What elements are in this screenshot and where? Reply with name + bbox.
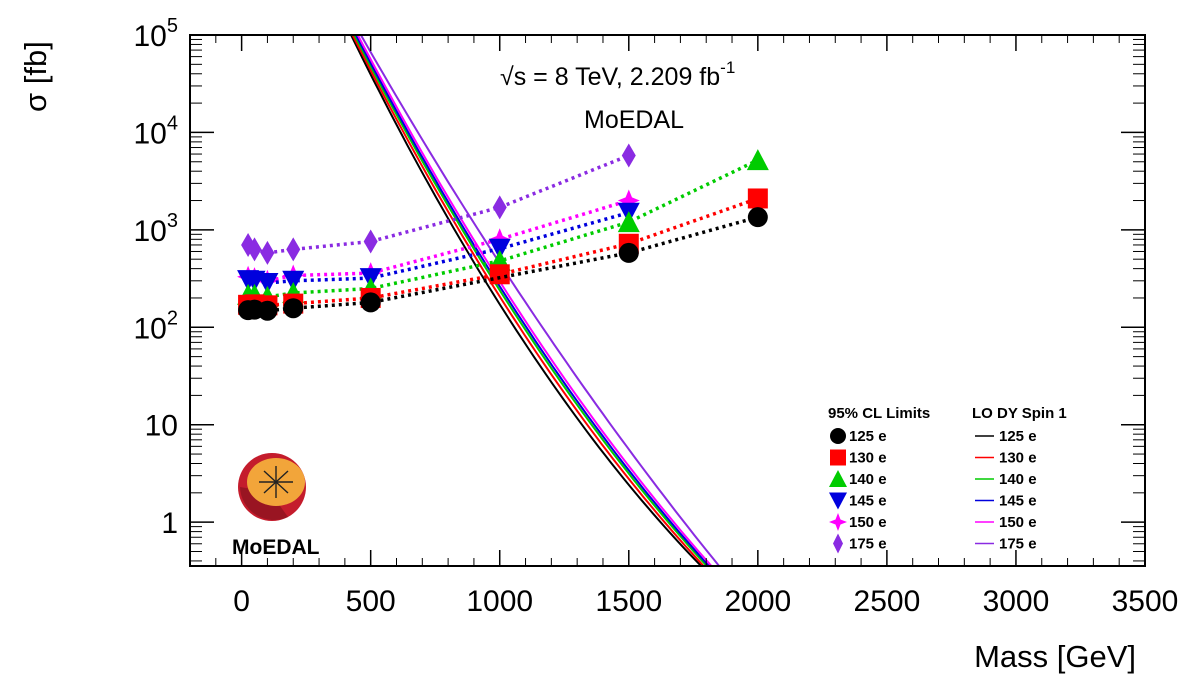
logo-text: MoEDAL (232, 536, 320, 559)
limit-point (488, 238, 511, 260)
y-tick-label: 10 (145, 410, 178, 443)
limit-point (489, 264, 510, 285)
limit-point (282, 270, 305, 292)
energy-annotation: √s = 8 TeV, 2.209 fb-1 (500, 58, 735, 91)
limit-point (617, 189, 640, 212)
legend-marker (830, 449, 846, 466)
x-tick-label: 3000 (983, 585, 1050, 618)
legend-label: 125 e (849, 428, 887, 445)
limit-point (256, 272, 279, 294)
y-tick-label: 104 (134, 112, 179, 150)
legend-marker (833, 533, 843, 554)
limit-point (747, 188, 768, 209)
legend-header-theory: LO DY Spin 1 (972, 405, 1067, 422)
legend-label: 150 e (849, 514, 887, 531)
theory-curve-130e (351, 35, 705, 566)
limit-point (363, 229, 378, 254)
limit-line (247, 211, 630, 285)
x-tick-label: 1000 (466, 585, 533, 618)
legend-marker (829, 492, 847, 510)
moedal-logo: MoEDAL (232, 453, 320, 559)
limit-point (360, 292, 381, 313)
limit-point (283, 298, 304, 319)
legend-label: 175 e (849, 536, 887, 553)
legend-label: 140 e (849, 471, 887, 488)
limit-point (286, 237, 301, 262)
theory-curve-140e (353, 35, 708, 566)
x-tick-label: 1500 (595, 585, 662, 618)
limit-series (237, 143, 769, 321)
legend-theory-label: 145 e (999, 493, 1037, 510)
limit-point (746, 149, 769, 171)
legend-header-limits: 95% CL Limits (828, 405, 930, 422)
limit-point (492, 195, 507, 220)
legend: 95% CL Limits LO DY Spin 1 125 e 125 e 130… (828, 405, 1067, 554)
limit-point (260, 240, 275, 265)
limit-series-125e (238, 207, 768, 321)
legend-marker (829, 470, 847, 487)
limit-point (247, 237, 262, 262)
experiment-annotation: MoEDAL (584, 106, 684, 134)
x-tick-label: 2000 (724, 585, 791, 618)
y-tick-label: 102 (134, 307, 179, 345)
energy-text: √s = 8 TeV, 2.209 fb (500, 63, 720, 91)
annotation: √s = 8 TeV, 2.209 fb-1 MoEDAL (500, 58, 735, 134)
y-tick-label: 105 (134, 15, 179, 53)
x-tick-label: 500 (346, 585, 396, 618)
legend-theory-label: 140 e (999, 471, 1037, 488)
legend-label: 130 e (849, 450, 887, 467)
limit-point (241, 232, 256, 257)
x-axis-title: Mass [GeV] (974, 639, 1136, 674)
x-tick-label: 0 (233, 585, 250, 618)
limit-point (621, 143, 636, 168)
energy-sup: -1 (720, 58, 735, 77)
x-tick-label: 2500 (854, 585, 921, 618)
legend-label: 145 e (849, 493, 887, 510)
legend-marker (830, 428, 846, 444)
axes: 0 500 1000 1500 2000 2500 3000 3500 1 10 102 103 104… (134, 15, 1179, 618)
legend-marker (829, 513, 847, 531)
legend-entries: 125 e 125 e 130 e 130 e 140 e 140 e 145 e 145 e… (829, 428, 1037, 554)
limit-point (618, 242, 639, 263)
legend-theory-label: 175 e (999, 536, 1037, 553)
theory-curves (350, 35, 720, 566)
limit-point (257, 300, 278, 321)
theory-curve-125e (350, 35, 702, 566)
legend-theory-label: 130 e (999, 450, 1037, 467)
theory-curve-175e (360, 35, 720, 566)
legend-theory-label: 125 e (999, 428, 1037, 445)
logo-arrows-icon (259, 466, 293, 498)
legend-theory-label: 150 e (999, 514, 1037, 531)
limit-series-175e (241, 143, 636, 265)
limit-point (747, 207, 768, 228)
limit-point (617, 211, 640, 233)
x-tick-label: 3500 (1112, 585, 1179, 618)
plot-frame (189, 34, 1146, 567)
theory-curve-150e (356, 35, 713, 566)
theory-curve-145e (355, 35, 710, 566)
y-tick-label: 1 (161, 507, 178, 540)
y-tick-label: 103 (134, 210, 179, 248)
y-axis-title: σ [fb] (18, 41, 53, 112)
